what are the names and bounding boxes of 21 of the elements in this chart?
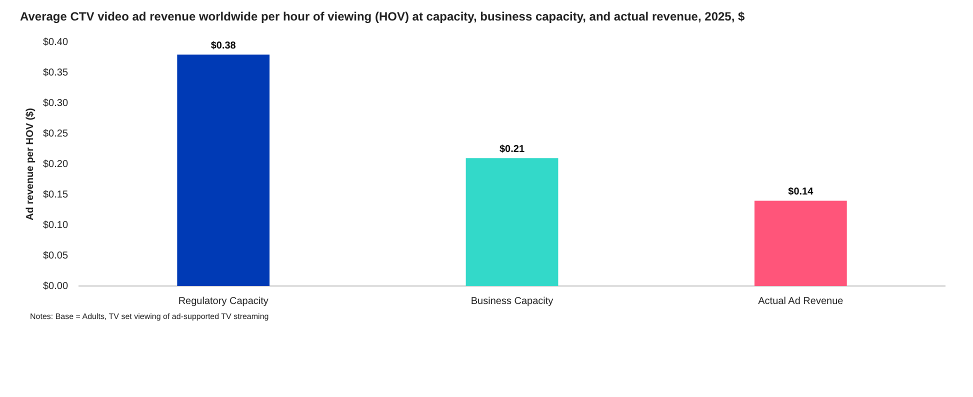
y-tick-label: $0.00: [42, 280, 68, 292]
data-label: $0.21: [499, 144, 525, 155]
y-tick-label: $0.35: [42, 68, 68, 79]
y-tick-label: $0.40: [42, 37, 68, 48]
data-label: $0.14: [788, 186, 814, 198]
y-tick-label: $0.25: [42, 128, 68, 140]
y-tick-label: $0.15: [42, 189, 68, 200]
y-tick-label: $0.05: [42, 250, 68, 262]
y-tick-label: $0.30: [42, 98, 68, 110]
x-tick-label: Business Capacity: [470, 296, 554, 307]
bar: [466, 158, 558, 286]
bar: [754, 200, 847, 286]
x-tick-label: Regulatory Capacity: [178, 296, 268, 307]
text: Notes: Base = Adults, TV set viewing of ad-supported TV streaming: [30, 312, 269, 321]
x-tick-label: Actual Ad Revenue: [758, 296, 844, 307]
y-axis-title: Ad revenue per HOV ($): [24, 108, 36, 220]
y-tick-label: $0.20: [42, 158, 68, 170]
y-tick-label: $0.10: [42, 220, 68, 231]
bar: [177, 54, 270, 286]
data-label: $0.38: [210, 40, 236, 52]
chart-title: Average CTV video ad revenue worldwide per hour of viewing (HOV) at capacity, business capacity, and actual revenue, 2025, $: [20, 10, 746, 24]
